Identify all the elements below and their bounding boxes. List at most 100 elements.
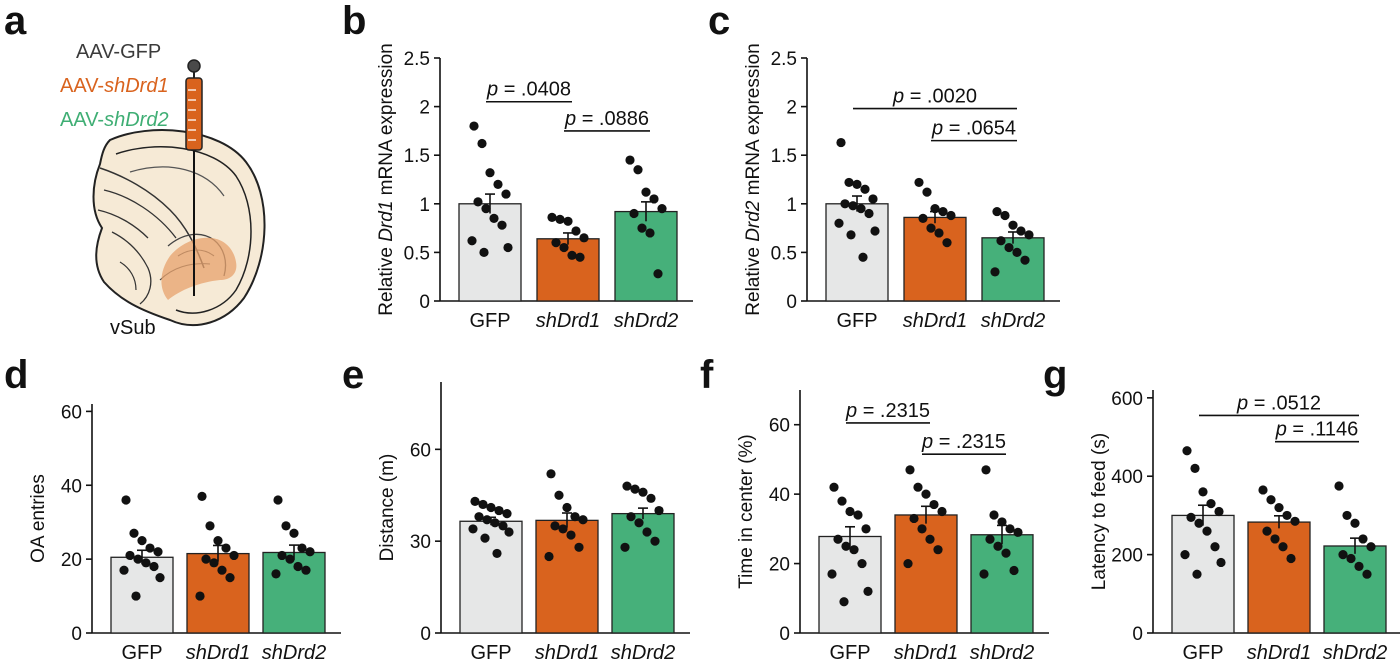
panel-letter-g: g	[1043, 353, 1067, 397]
data-point-g-GFP	[1190, 463, 1200, 473]
syringe-icon	[185, 59, 203, 296]
category-label-e-shDrd2: shDrd2	[611, 642, 675, 659]
y-tick-label-d: 40	[61, 476, 82, 497]
data-point-e-shDrd2	[646, 493, 656, 503]
data-point-f-GFP	[839, 597, 849, 607]
data-point-d-shDrd1	[205, 521, 215, 531]
y-tick-label-b: 0.5	[404, 243, 430, 264]
data-point-f-shDrd2	[997, 517, 1007, 527]
data-point-c-shDrd2	[1024, 230, 1034, 240]
category-label-b-shDrd1: shDrd1	[536, 310, 600, 332]
legend-gfp-name: GFP	[120, 41, 161, 63]
data-point-d-GFP	[129, 528, 139, 538]
data-point-e-shDrd2	[638, 487, 648, 497]
data-point-c-shDrd1	[918, 213, 928, 223]
y-axis-label-part: OA entries	[28, 474, 49, 563]
data-point-e-shDrd1	[546, 469, 556, 479]
data-point-d-GFP	[121, 495, 131, 505]
y-tick-label-f: 60	[769, 416, 790, 437]
data-point-b-GFP	[481, 204, 491, 214]
data-point-e-shDrd2	[622, 481, 632, 491]
y-axis-label-part: Relative	[376, 242, 397, 316]
data-point-f-shDrd1	[905, 465, 915, 475]
y-tick-label-c: 1	[786, 195, 797, 216]
data-point-c-GFP	[840, 199, 850, 209]
data-point-f-shDrd2	[1009, 565, 1019, 576]
data-point-b-GFP	[469, 121, 479, 131]
data-point-d-GFP	[133, 554, 143, 564]
data-point-e-GFP	[490, 518, 500, 528]
data-point-e-GFP	[492, 548, 502, 559]
data-point-f-shDrd2	[1001, 548, 1011, 558]
data-point-c-GFP	[860, 184, 870, 194]
data-point-f-shDrd2	[1013, 527, 1023, 537]
category-label-e-GFP: GFP	[470, 642, 511, 659]
data-point-b-GFP	[485, 168, 495, 178]
data-point-g-shDrd2	[1342, 510, 1352, 521]
category-label-d-GFP: GFP	[121, 642, 162, 659]
data-point-c-shDrd2	[1004, 242, 1014, 253]
data-point-f-shDrd1	[937, 506, 947, 517]
chart-panel-g: g 0 200 400 600 Latency to feed (s) GFP shDrd1 s…	[1043, 353, 1400, 659]
y-axis-label-part: mRNA expression	[743, 43, 764, 200]
legend-shdrd1-name: shDrd1	[104, 75, 168, 97]
chart-panel-f: f 0 20 40 60 Time in center (%) GFP shDrd1 shDrd…	[700, 353, 1049, 659]
data-point-g-GFP	[1202, 526, 1212, 536]
data-point-b-GFP	[493, 179, 503, 189]
data-point-g-GFP	[1194, 518, 1204, 528]
data-point-c-shDrd2	[990, 267, 1000, 277]
category-label-e-shDrd1: shDrd1	[535, 642, 599, 659]
data-point-e-shDrd1	[566, 530, 576, 540]
bar-f-shDrd1	[894, 514, 958, 634]
panel-letter-a: a	[4, 0, 27, 43]
p-value-label-c-0: p = .0020	[892, 86, 977, 108]
data-point-b-shDrd2	[641, 187, 651, 197]
data-point-d-shDrd1	[213, 536, 223, 546]
y-axis-label-part: Drd1	[376, 201, 397, 242]
data-point-c-shDrd1	[946, 210, 956, 221]
data-point-c-shDrd1	[938, 206, 948, 217]
data-point-f-GFP	[827, 569, 837, 579]
data-point-d-GFP	[125, 550, 135, 561]
data-point-b-shDrd2	[633, 165, 643, 175]
data-point-c-shDrd1	[922, 187, 932, 197]
y-axis-label-part: mRNA expression	[376, 43, 397, 200]
data-point-c-GFP	[836, 137, 846, 148]
y-axis-label-g: Latency to feed (s)	[1089, 433, 1110, 590]
data-point-e-shDrd1	[570, 512, 580, 522]
bar-c-GFP	[825, 203, 889, 302]
data-point-f-shDrd2	[985, 534, 995, 544]
data-point-d-shDrd2	[281, 521, 291, 531]
data-point-d-shDrd2	[293, 561, 303, 572]
data-point-d-GFP	[149, 561, 159, 572]
y-tick-label-b: 0	[419, 292, 430, 313]
y-tick-label-b: 1.5	[404, 146, 430, 167]
p-symbol: p	[564, 108, 576, 130]
bar-e-shDrd1	[535, 519, 599, 634]
data-point-b-shDrd1	[575, 252, 585, 262]
data-point-b-GFP	[473, 197, 483, 207]
y-axis-label-part: Latency to feed (s)	[1089, 433, 1110, 590]
y-axis-label-d: OA entries	[28, 474, 49, 563]
data-point-e-shDrd2	[650, 536, 660, 546]
data-point-e-shDrd1	[562, 502, 572, 513]
data-point-b-shDrd2	[637, 223, 647, 233]
chart-panel-c: c 0 0.5 1 1.5 2 2.5 Relative Drd2 mRNA expressi…	[708, 0, 1060, 332]
data-point-f-shDrd1	[903, 558, 913, 569]
category-label-c-shDrd1: shDrd1	[903, 310, 967, 332]
data-point-g-shDrd1	[1274, 502, 1284, 513]
data-point-d-shDrd2	[297, 543, 307, 553]
data-point-d-shDrd1	[209, 558, 219, 568]
data-point-f-shDrd1	[929, 499, 939, 510]
panel-letter-e: e	[342, 353, 364, 397]
data-point-c-GFP	[846, 230, 856, 240]
data-point-g-shDrd2	[1350, 518, 1360, 528]
data-point-c-shDrd2	[1008, 220, 1018, 230]
legend-shdrd2-name: shDrd2	[104, 109, 168, 131]
bar-d-shDrd1	[186, 552, 250, 634]
data-point-c-shDrd1	[930, 204, 940, 214]
data-point-c-GFP	[864, 208, 874, 219]
y-tick-label-c: 1.5	[771, 146, 797, 167]
data-point-b-shDrd1	[551, 238, 561, 248]
